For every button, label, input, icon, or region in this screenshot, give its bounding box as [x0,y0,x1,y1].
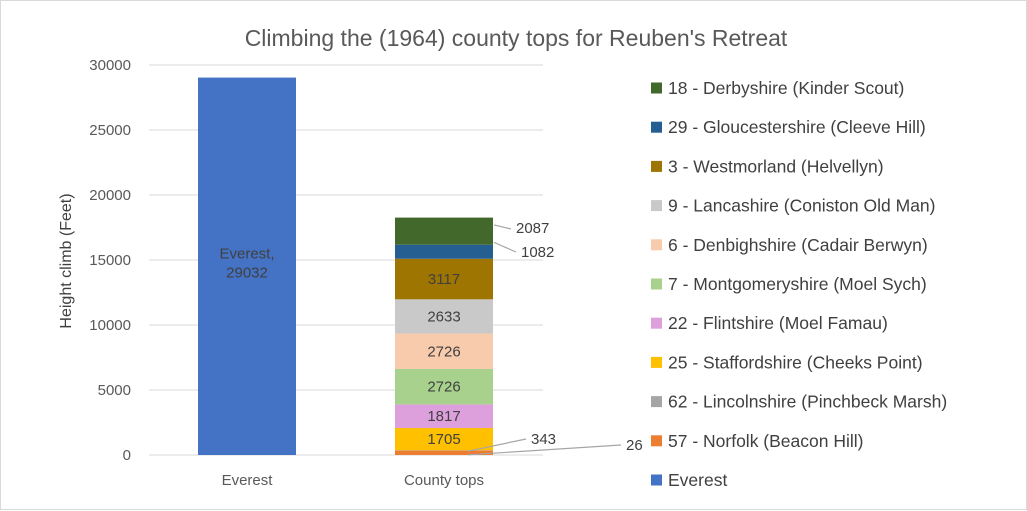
y-tick-label: 15000 [89,252,131,269]
legend-label: 3 - Westmorland (Helvellyn) [668,156,884,176]
chart-title: Climbing the (1964) county tops for Reub… [245,25,788,51]
legend-label: 29 - Gloucestershire (Cleeve Hill) [668,117,926,137]
y-tick-label: 0 [123,447,131,464]
y-axis-label: Height climb (Feet) [58,193,75,328]
legend-label: 18 - Derbyshire (Kinder Scout) [668,78,904,98]
legend-swatch [651,318,662,329]
data-label: 26 [626,437,643,454]
legend-swatch [651,435,662,446]
data-label: 2726 [427,379,460,396]
legend-label: Everest [668,470,727,490]
legend-swatch [651,200,662,211]
x-axis-ticks: Everest County tops [222,472,484,489]
legend-swatch [651,83,662,94]
legend-label: 9 - Lancashire (Coniston Old Man) [668,196,935,216]
y-tick-label: 25000 [89,122,131,139]
legend-item-7-montgomeryshire-moel-sych: 7 - Montgomeryshire (Moel Sych) [651,274,927,294]
data-label: 1082 [521,244,554,261]
legend-item-9-lancashire-coniston-old-man: 9 - Lancashire (Coniston Old Man) [651,196,935,216]
legend-item-everest: Everest [651,470,727,490]
legend-swatch [651,357,662,368]
x-tick-label: Everest [222,472,274,489]
leader-line [494,225,511,229]
y-axis-ticks: 0 5000 10000 15000 20000 25000 30000 [89,57,131,464]
legend-item-6-denbighshire-cadair-berwyn: 6 - Denbighshire (Cadair Berwyn) [651,235,928,255]
x-tick-label: County tops [404,472,484,489]
y-tick-label: 10000 [89,317,131,334]
y-tick-label: 20000 [89,187,131,204]
legend-label: 62 - Lincolnshire (Pinchbeck Marsh) [668,392,947,412]
legend-item-62-lincolnshire-pinchbeck-marsh: 62 - Lincolnshire (Pinchbeck Marsh) [651,392,947,412]
y-tick-label: 5000 [98,382,131,399]
legend-label: 6 - Denbighshire (Cadair Berwyn) [668,235,928,255]
legend-swatch [651,396,662,407]
legend-swatch [651,122,662,133]
leader-line [494,242,516,252]
data-label: 1705 [427,431,460,448]
data-label: 2633 [427,308,460,325]
legend-item-25-staffordshire-cheeks-point: 25 - Staffordshire (Cheeks Point) [651,352,923,372]
data-label: 2087 [516,220,549,237]
legend-item-57-norfolk-beacon-hill: 57 - Norfolk (Beacon Hill) [651,431,863,451]
legend-item-18-derbyshire-kinder-scout: 18 - Derbyshire (Kinder Scout) [651,78,904,98]
legend-item-29-gloucestershire-cleeve-hill: 29 - Gloucestershire (Cleeve Hill) [651,117,926,137]
data-label: 2726 [427,343,460,360]
legend-label: 7 - Montgomeryshire (Moel Sych) [668,274,927,294]
legend-item-22-flintshire-moel-famau: 22 - Flintshire (Moel Famau) [651,313,888,333]
legend-swatch [651,279,662,290]
legend-label: 22 - Flintshire (Moel Famau) [668,313,888,333]
legend-swatch [651,239,662,250]
legend: 18 - Derbyshire (Kinder Scout) 29 - Glouc… [651,78,947,490]
y-tick-label: 30000 [89,57,131,74]
legend-label: 57 - Norfolk (Beacon Hill) [668,431,863,451]
data-label: 343 [531,431,556,448]
data-label: 3117 [428,271,460,288]
legend-label: 25 - Staffordshire (Cheeks Point) [668,352,923,372]
legend-swatch [651,161,662,172]
bar-county-tops-29-gloucestershire-cleeve-hill [395,245,493,259]
legend-swatch [651,475,662,486]
data-label: 1817 [427,408,460,425]
bar-county-tops-18-derbyshire-kinder-scout [395,218,493,245]
legend-item-3-westmorland-helvellyn: 3 - Westmorland (Helvellyn) [651,156,884,176]
